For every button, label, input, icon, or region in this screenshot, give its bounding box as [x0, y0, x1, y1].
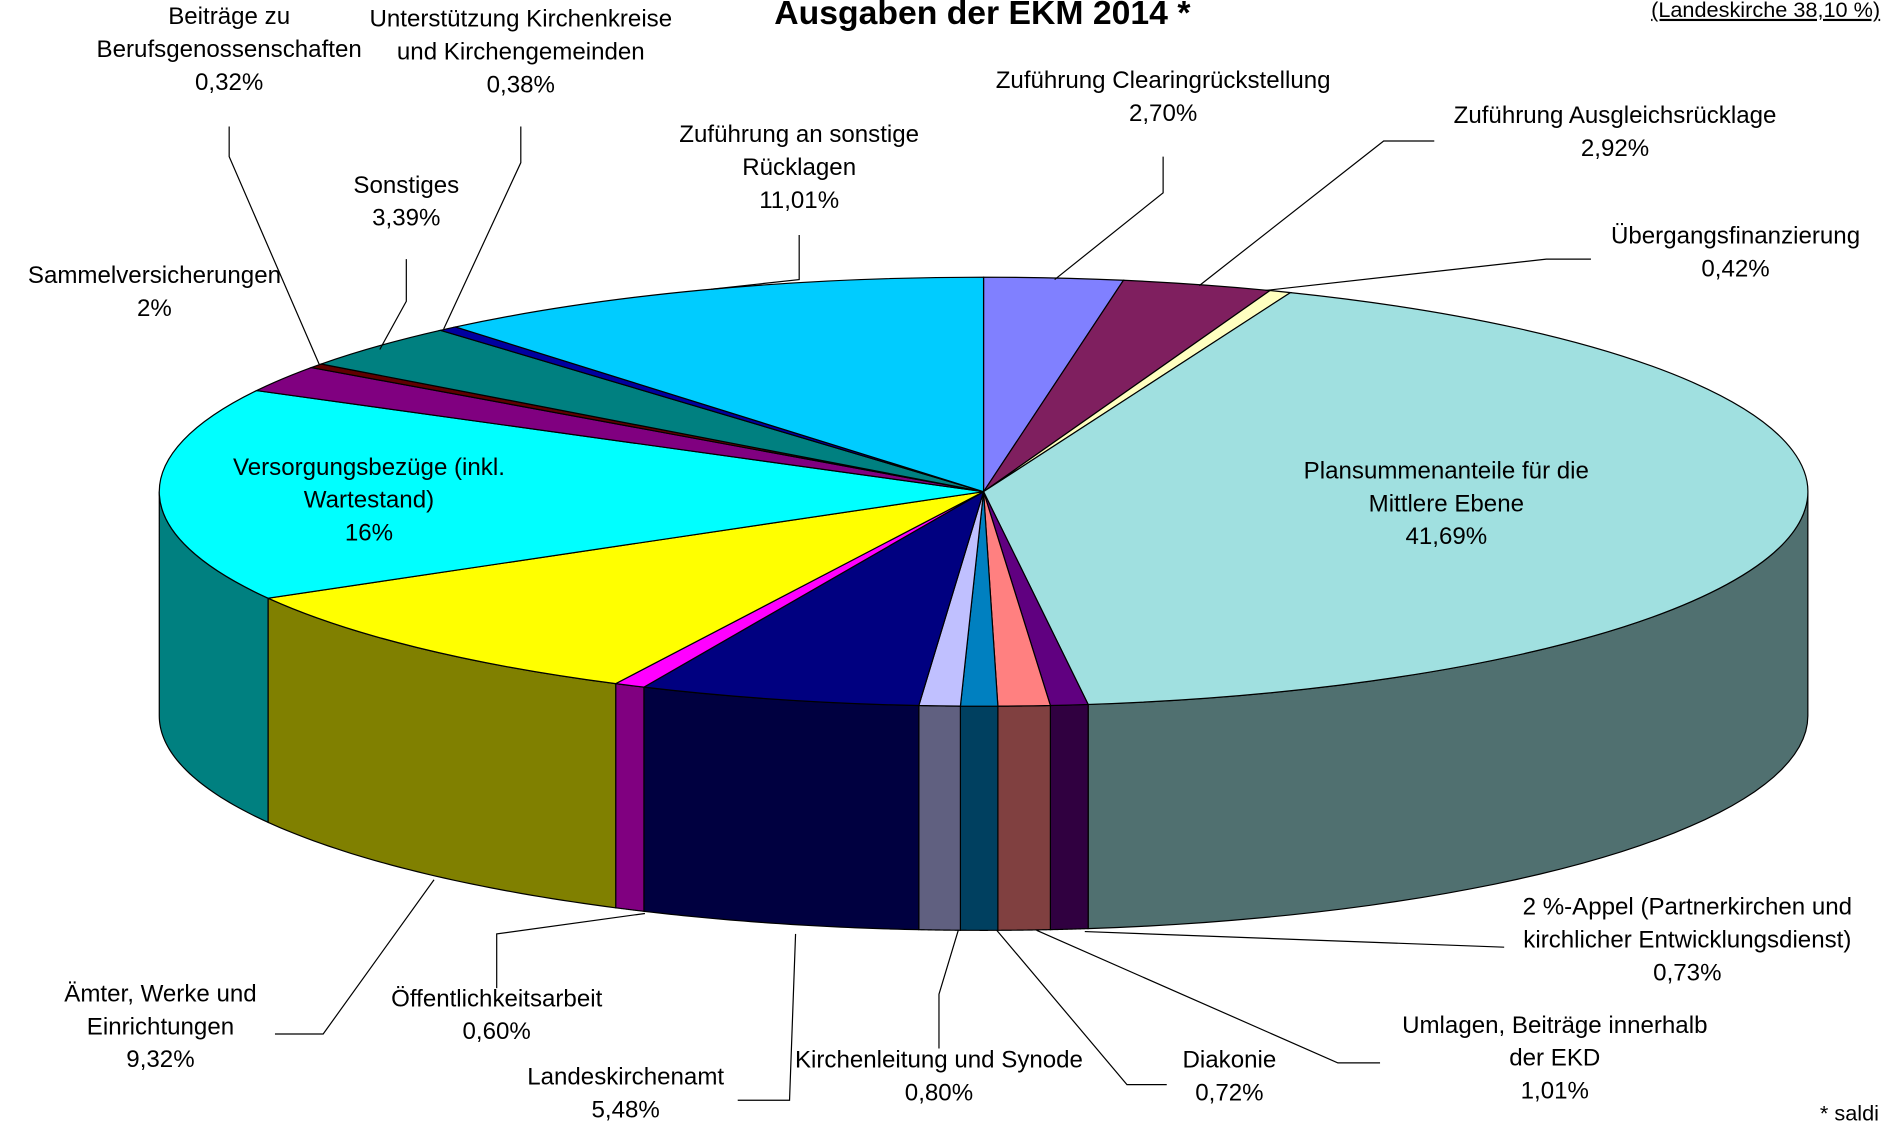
leader-line [379, 259, 407, 350]
slice-value-label: 11,01% [759, 187, 839, 214]
slice-label: Zuführung Clearingrückstellung [996, 67, 1331, 94]
leader-line [1084, 930, 1505, 948]
slice-label: Plansummenanteile für die Mittlere Ebene [1304, 457, 1589, 517]
slice-side [959, 705, 999, 931]
leader-line [1054, 156, 1164, 281]
slice [453, 276, 985, 493]
slice-label: Zuführung an sonstige Rücklagen [679, 121, 919, 181]
slice-label: 2 %-Appel (Partnerkirchen und kirchlicher… [1523, 894, 1852, 954]
leader-line [496, 912, 646, 989]
slice-value-label: 0,60% [463, 1018, 531, 1045]
slice-label: Zuführung Ausgleichsrücklage [1454, 102, 1777, 129]
slice-label: Ämter, Werke und Einrichtungen [64, 980, 256, 1040]
leader-line [274, 879, 435, 1035]
leader-line [938, 930, 959, 1049]
slice-value-label: 3,39% [372, 205, 440, 232]
slice [982, 291, 1809, 706]
slice-value-label: 0,72% [1195, 1080, 1263, 1107]
slice-side [615, 682, 645, 912]
slice-side [997, 704, 1051, 931]
slice-value-label: 0,32% [195, 69, 263, 96]
slice-value-label: 2,70% [1129, 100, 1197, 127]
leader-line [1265, 258, 1591, 292]
slice-value-label: 9,32% [126, 1046, 194, 1073]
leader-line [443, 126, 522, 330]
slice-label: Beiträge zu Berufsgenossenschaften [97, 3, 362, 63]
leader-line [737, 933, 797, 1101]
slice-value-label: 0,42% [1701, 255, 1769, 282]
slice-value-label: 0,80% [905, 1080, 973, 1107]
slice-label: Landeskirchenamt [527, 1064, 724, 1091]
slice-value-label: 2,92% [1581, 135, 1649, 162]
chart-title: Ausgaben der EKM 2014 * [774, 0, 1191, 32]
slice-label: Sammelversicherungen [28, 262, 281, 289]
slice-label: Öffentlichkeitsarbeit [391, 985, 602, 1012]
annotation: (Landeskirche 38,10 %) [1651, 0, 1880, 22]
leader-line [711, 234, 800, 290]
leader-line [228, 126, 321, 366]
leader-line [1036, 929, 1381, 1064]
slice-side [643, 686, 920, 931]
slice-label: Versorgungsbezüge (inkl. Wartestand) [233, 454, 505, 514]
slice-label: Sonstiges [353, 172, 459, 199]
slice-label: Kirchenleitung und Synode [795, 1047, 1083, 1074]
slice-value-label: 16% [345, 520, 393, 547]
footnote: * saldi [1820, 1101, 1879, 1126]
slice-side [1049, 703, 1089, 931]
slice [642, 490, 985, 707]
slice [265, 491, 984, 685]
slice-label: Unterstützung Kirchenkreise und Kirchenge… [369, 6, 672, 66]
slice-value-label: 5,48% [591, 1096, 659, 1123]
slice [158, 389, 984, 599]
slice-value-label: 2% [137, 295, 172, 322]
slice-label: Übergangsfinanzierung [1611, 222, 1860, 249]
leader-line [1198, 140, 1435, 287]
slice-value-label: 0,73% [1653, 959, 1721, 986]
slice-value-label: 1,01% [1521, 1078, 1589, 1105]
leader-line [996, 929, 1167, 1086]
slice-value-label: 41,69% [1405, 523, 1487, 550]
slice-label: Diakonie [1183, 1047, 1277, 1074]
slice-value-label: 0,38% [487, 71, 555, 98]
slice-label: Umlagen, Beiträge innerhalb der EKD [1402, 1012, 1707, 1072]
slice-side [918, 704, 962, 931]
